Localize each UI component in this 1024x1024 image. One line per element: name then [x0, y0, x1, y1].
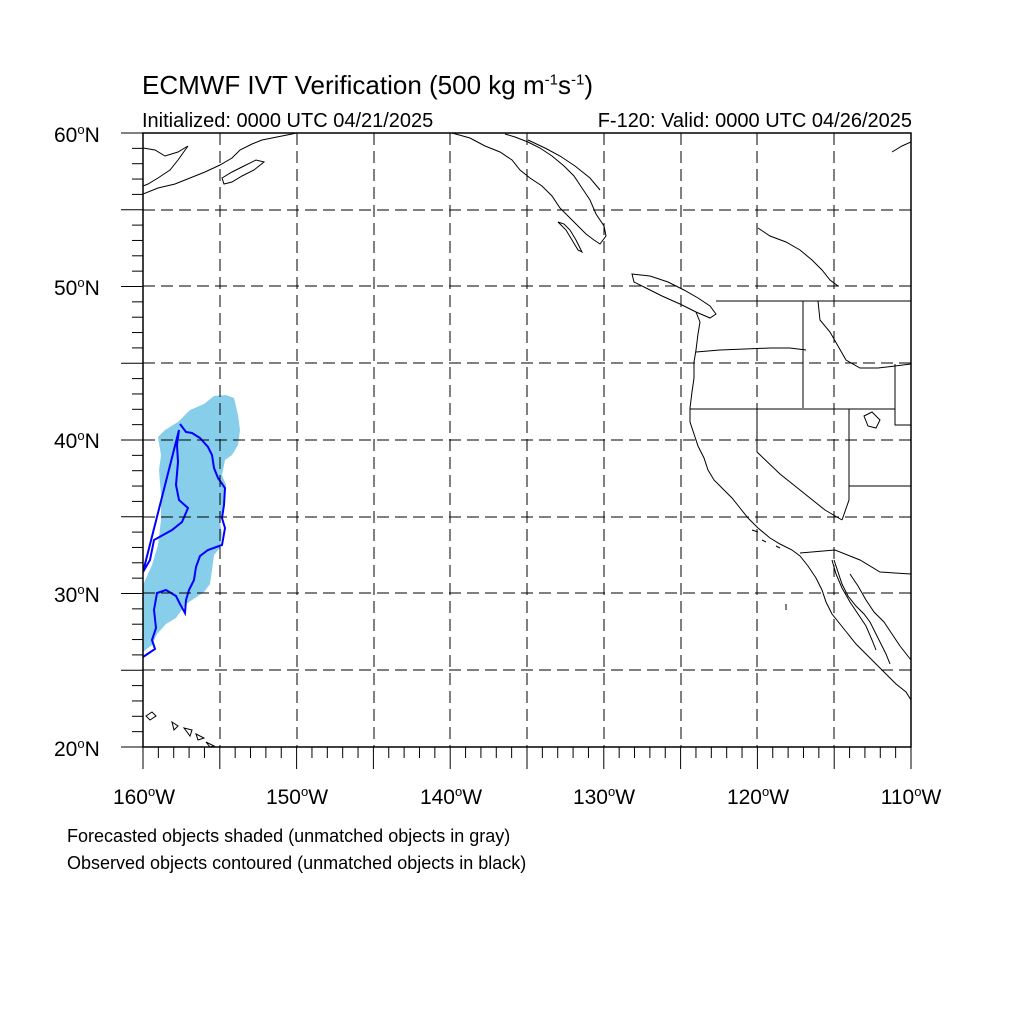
bc-canada-border — [527, 139, 601, 191]
canada-interior-lakes — [757, 141, 911, 287]
lat-label-50: 50oN — [54, 275, 100, 300]
west-coast-coastline — [689, 311, 911, 701]
axis-ticks — [121, 132, 912, 769]
caption-observed: Observed objects contoured (unmatched ob… — [67, 853, 527, 873]
chart-title: ECMWF IVT Verification (500 kg m-1s-1) — [142, 70, 593, 100]
us-mexico-border — [799, 549, 911, 575]
lat-label-60: 60oN — [54, 122, 100, 147]
nevada-utah-border — [841, 409, 850, 521]
vancouver-island — [631, 273, 717, 319]
lon-label-120: 120oW — [726, 784, 790, 809]
lon-label-110: 110oW — [880, 784, 942, 809]
valid-time-label: F-120: Valid: 0000 UTC 04/26/2025 — [597, 110, 912, 132]
lon-label-130: 130oW — [572, 784, 636, 809]
mexico-mainland-coast — [849, 573, 911, 661]
lat-label-40: 40oN — [54, 428, 100, 453]
lat-label-30: 30oN — [54, 582, 100, 607]
baja-california — [831, 559, 891, 665]
haida-gwaii — [557, 221, 584, 254]
idaho-montana-border — [817, 300, 911, 369]
init-time-label: Initialized: 0000 UTC 04/21/2025 — [142, 110, 434, 132]
great-salt-lake — [863, 411, 881, 429]
lon-label-140: 140oW — [419, 784, 483, 809]
map-gridlines — [143, 133, 911, 747]
washington-oregon-border — [695, 347, 807, 353]
channel-islands — [751, 529, 787, 610]
alaska-coastline — [143, 133, 297, 195]
hawaii-islands — [145, 711, 216, 747]
observed-object-contour — [143, 423, 227, 658]
caption-forecast: Forecasted objects shaded (unmatched obj… — [67, 826, 511, 846]
lon-label-160: 160oW — [112, 784, 176, 809]
lon-label-150: 150oW — [265, 784, 329, 809]
lat-label-20: 20oN — [54, 736, 100, 761]
bc-coastline — [451, 133, 607, 245]
idaho-utah-border — [849, 364, 911, 426]
kodiak-island — [221, 159, 266, 185]
forecast-object-shaded — [143, 395, 240, 652]
california-nevada-border — [756, 409, 843, 521]
